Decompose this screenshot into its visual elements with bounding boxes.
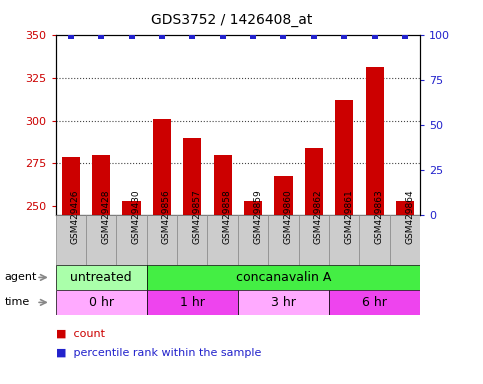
- Bar: [329, 290, 420, 315]
- Bar: [359, 215, 390, 265]
- Point: [158, 33, 166, 40]
- Text: GSM429861: GSM429861: [344, 190, 353, 244]
- Text: 1 hr: 1 hr: [180, 296, 205, 309]
- Bar: [366, 67, 384, 215]
- Bar: [56, 290, 147, 315]
- Text: 3 hr: 3 hr: [271, 296, 296, 309]
- Text: GSM429428: GSM429428: [101, 190, 110, 244]
- Point: [219, 33, 227, 40]
- Bar: [213, 155, 232, 215]
- Text: GSM429856: GSM429856: [162, 190, 171, 244]
- Bar: [274, 175, 293, 215]
- Bar: [208, 215, 238, 265]
- Text: concanavalin A: concanavalin A: [236, 271, 331, 284]
- Bar: [268, 215, 298, 265]
- Point: [67, 33, 74, 40]
- Bar: [177, 215, 208, 265]
- Point: [401, 33, 409, 40]
- Text: GSM429864: GSM429864: [405, 190, 414, 244]
- Bar: [147, 215, 177, 265]
- Bar: [147, 265, 420, 290]
- Text: 6 hr: 6 hr: [362, 296, 387, 309]
- Text: GSM429862: GSM429862: [314, 190, 323, 244]
- Bar: [86, 215, 116, 265]
- Point: [341, 33, 348, 40]
- Bar: [238, 290, 329, 315]
- Text: GSM429863: GSM429863: [375, 190, 384, 244]
- Text: ■  count: ■ count: [56, 329, 104, 339]
- Bar: [56, 265, 147, 290]
- Bar: [244, 201, 262, 215]
- Bar: [122, 201, 141, 215]
- Point: [249, 33, 257, 40]
- Point: [371, 33, 379, 40]
- Text: GSM429430: GSM429430: [131, 190, 141, 244]
- Text: GSM429860: GSM429860: [284, 190, 293, 244]
- Bar: [329, 215, 359, 265]
- Text: ■  percentile rank within the sample: ■ percentile rank within the sample: [56, 348, 261, 358]
- Bar: [92, 155, 110, 215]
- Bar: [396, 201, 414, 215]
- Bar: [153, 119, 171, 215]
- Point: [310, 33, 318, 40]
- Bar: [305, 148, 323, 215]
- Text: 0 hr: 0 hr: [88, 296, 114, 309]
- Point: [128, 33, 135, 40]
- Point: [188, 33, 196, 40]
- Text: untreated: untreated: [71, 271, 132, 284]
- Text: GSM429426: GSM429426: [71, 190, 80, 244]
- Text: GSM429857: GSM429857: [192, 190, 201, 244]
- Bar: [298, 215, 329, 265]
- Point: [280, 33, 287, 40]
- Bar: [390, 215, 420, 265]
- Bar: [56, 215, 86, 265]
- Point: [97, 33, 105, 40]
- Text: GDS3752 / 1426408_at: GDS3752 / 1426408_at: [151, 13, 313, 27]
- Text: GSM429859: GSM429859: [253, 190, 262, 244]
- Bar: [238, 215, 268, 265]
- Bar: [116, 215, 147, 265]
- Text: agent: agent: [5, 272, 37, 283]
- Text: GSM429858: GSM429858: [223, 190, 232, 244]
- Bar: [183, 138, 201, 215]
- Bar: [335, 100, 354, 215]
- Text: time: time: [5, 297, 30, 308]
- Bar: [147, 290, 238, 315]
- Bar: [62, 157, 80, 215]
